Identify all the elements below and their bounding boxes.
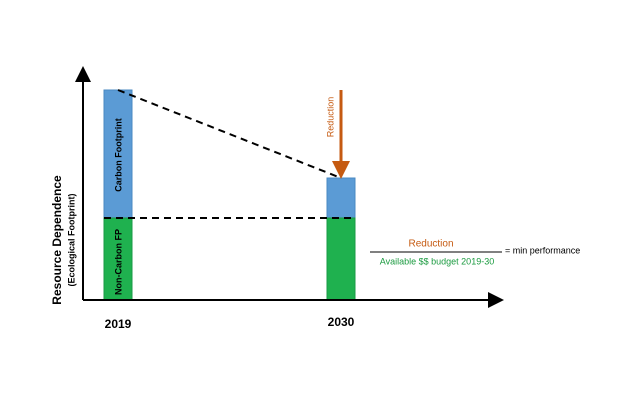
carbon-bar-2019 xyxy=(103,89,133,219)
bar-bottom-label: Non-Carbon FP xyxy=(113,229,123,295)
y-sublabel: (Ecological Footprint) xyxy=(66,194,76,287)
formula-denominator: Available $$ budget 2019-30 xyxy=(380,256,494,266)
year-label: 2019 xyxy=(105,317,132,331)
trend-line xyxy=(117,89,342,179)
y-label: Resource Dependence xyxy=(50,175,64,305)
formula-numerator: Reduction xyxy=(408,239,453,250)
formula-result: = min performance xyxy=(505,245,580,255)
arrow-label: Reduction xyxy=(325,97,335,138)
carbon-bar-2030 xyxy=(326,177,356,219)
bar-top-label: Carbon Footprint xyxy=(113,118,123,192)
noncarbon-bar-2019 xyxy=(103,217,133,301)
year-label: 2030 xyxy=(328,315,355,329)
noncarbon-bar-2030 xyxy=(326,217,356,301)
